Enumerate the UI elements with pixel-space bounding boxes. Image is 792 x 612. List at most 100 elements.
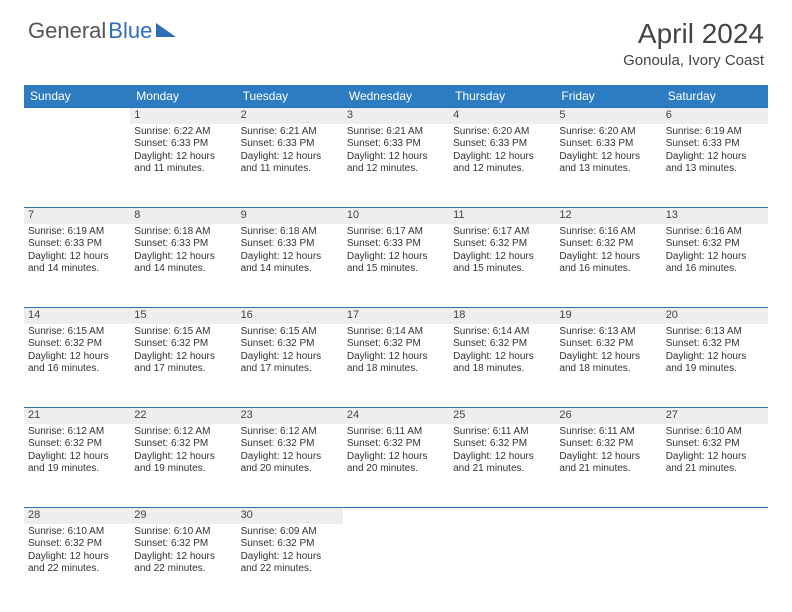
day-number-cell: 12 <box>555 208 661 224</box>
day-sr: Sunrise: 6:18 AM <box>134 226 232 239</box>
day-d2: and 15 minutes. <box>347 263 445 276</box>
day-number-cell: 16 <box>237 308 343 324</box>
day-ss: Sunset: 6:32 PM <box>666 438 764 451</box>
day-content-cell <box>555 524 661 608</box>
day-d1: Daylight: 12 hours <box>241 151 339 164</box>
day-ss: Sunset: 6:32 PM <box>241 338 339 351</box>
content-row: Sunrise: 6:10 AMSunset: 6:32 PMDaylight:… <box>24 524 768 608</box>
logo-text-general: General <box>28 18 106 44</box>
day-ss: Sunset: 6:32 PM <box>134 538 232 551</box>
day-d2: and 22 minutes. <box>134 563 232 576</box>
day-d1: Daylight: 12 hours <box>559 451 657 464</box>
page-subtitle: Gonoula, Ivory Coast <box>623 52 764 69</box>
day-content-cell: Sunrise: 6:21 AMSunset: 6:33 PMDaylight:… <box>343 124 449 208</box>
day-d2: and 13 minutes. <box>559 163 657 176</box>
day-ss: Sunset: 6:32 PM <box>453 438 551 451</box>
day-d2: and 22 minutes. <box>241 563 339 576</box>
day-number-cell: 6 <box>662 108 768 124</box>
day-d2: and 21 minutes. <box>666 463 764 476</box>
day-number-cell: 13 <box>662 208 768 224</box>
day-d2: and 17 minutes. <box>134 363 232 376</box>
day-number-cell: 17 <box>343 308 449 324</box>
day-ss: Sunset: 6:32 PM <box>453 238 551 251</box>
day-ss: Sunset: 6:33 PM <box>347 138 445 151</box>
day-content-cell: Sunrise: 6:12 AMSunset: 6:32 PMDaylight:… <box>237 424 343 508</box>
day-sr: Sunrise: 6:13 AM <box>666 326 764 339</box>
day-content-cell: Sunrise: 6:17 AMSunset: 6:33 PMDaylight:… <box>343 224 449 308</box>
day-ss: Sunset: 6:32 PM <box>666 338 764 351</box>
day-ss: Sunset: 6:33 PM <box>241 238 339 251</box>
day-ss: Sunset: 6:33 PM <box>347 238 445 251</box>
page-header: GeneralBlue April 2024 Gonoula, Ivory Co… <box>0 0 792 79</box>
day-ss: Sunset: 6:32 PM <box>347 338 445 351</box>
day-content-cell: Sunrise: 6:12 AMSunset: 6:32 PMDaylight:… <box>24 424 130 508</box>
day-number-cell: 28 <box>24 508 130 524</box>
daynum-row: 282930 <box>24 508 768 524</box>
day-number-cell <box>24 108 130 124</box>
day-sr: Sunrise: 6:21 AM <box>347 126 445 139</box>
day-ss: Sunset: 6:33 PM <box>28 238 126 251</box>
day-d2: and 22 minutes. <box>28 563 126 576</box>
day-sr: Sunrise: 6:15 AM <box>241 326 339 339</box>
day-sr: Sunrise: 6:17 AM <box>453 226 551 239</box>
day-content-cell: Sunrise: 6:18 AMSunset: 6:33 PMDaylight:… <box>130 224 236 308</box>
day-content-cell <box>449 524 555 608</box>
day-number-cell <box>343 508 449 524</box>
day-d2: and 11 minutes. <box>241 163 339 176</box>
day-d1: Daylight: 12 hours <box>28 351 126 364</box>
day-number-cell: 3 <box>343 108 449 124</box>
day-d2: and 19 minutes. <box>134 463 232 476</box>
day-d1: Daylight: 12 hours <box>347 251 445 264</box>
day-content-cell: Sunrise: 6:20 AMSunset: 6:33 PMDaylight:… <box>449 124 555 208</box>
day-d1: Daylight: 12 hours <box>241 251 339 264</box>
day-d2: and 16 minutes. <box>666 263 764 276</box>
day-sr: Sunrise: 6:17 AM <box>347 226 445 239</box>
content-row: Sunrise: 6:12 AMSunset: 6:32 PMDaylight:… <box>24 424 768 508</box>
day-d1: Daylight: 12 hours <box>559 351 657 364</box>
day-number-cell: 19 <box>555 308 661 324</box>
day-sr: Sunrise: 6:19 AM <box>666 126 764 139</box>
day-ss: Sunset: 6:32 PM <box>559 438 657 451</box>
day-content-cell: Sunrise: 6:21 AMSunset: 6:33 PMDaylight:… <box>237 124 343 208</box>
day-number-cell: 20 <box>662 308 768 324</box>
day-content-cell: Sunrise: 6:11 AMSunset: 6:32 PMDaylight:… <box>343 424 449 508</box>
weekday-header-row: Sunday Monday Tuesday Wednesday Thursday… <box>24 85 768 108</box>
day-sr: Sunrise: 6:11 AM <box>453 426 551 439</box>
day-number-cell: 21 <box>24 408 130 424</box>
day-ss: Sunset: 6:32 PM <box>134 438 232 451</box>
day-d2: and 13 minutes. <box>666 163 764 176</box>
page-title: April 2024 <box>623 18 764 50</box>
day-d2: and 18 minutes. <box>453 363 551 376</box>
day-sr: Sunrise: 6:14 AM <box>347 326 445 339</box>
day-sr: Sunrise: 6:21 AM <box>241 126 339 139</box>
day-ss: Sunset: 6:32 PM <box>28 438 126 451</box>
day-number-cell: 29 <box>130 508 236 524</box>
day-sr: Sunrise: 6:12 AM <box>28 426 126 439</box>
day-d2: and 12 minutes. <box>453 163 551 176</box>
logo: GeneralBlue <box>28 18 176 44</box>
day-d2: and 21 minutes. <box>453 463 551 476</box>
weekday-header: Wednesday <box>343 85 449 108</box>
day-number-cell <box>449 508 555 524</box>
day-d1: Daylight: 12 hours <box>666 151 764 164</box>
day-d2: and 18 minutes. <box>347 363 445 376</box>
day-d1: Daylight: 12 hours <box>347 351 445 364</box>
day-sr: Sunrise: 6:12 AM <box>134 426 232 439</box>
day-content-cell: Sunrise: 6:14 AMSunset: 6:32 PMDaylight:… <box>343 324 449 408</box>
day-d2: and 14 minutes. <box>28 263 126 276</box>
day-d1: Daylight: 12 hours <box>559 251 657 264</box>
day-ss: Sunset: 6:32 PM <box>666 238 764 251</box>
day-d1: Daylight: 12 hours <box>134 351 232 364</box>
day-sr: Sunrise: 6:14 AM <box>453 326 551 339</box>
day-content-cell: Sunrise: 6:22 AMSunset: 6:33 PMDaylight:… <box>130 124 236 208</box>
day-d2: and 14 minutes. <box>241 263 339 276</box>
day-d1: Daylight: 12 hours <box>453 251 551 264</box>
day-sr: Sunrise: 6:15 AM <box>28 326 126 339</box>
day-ss: Sunset: 6:32 PM <box>453 338 551 351</box>
day-d1: Daylight: 12 hours <box>453 351 551 364</box>
day-d1: Daylight: 12 hours <box>453 451 551 464</box>
day-ss: Sunset: 6:33 PM <box>559 138 657 151</box>
weekday-header: Sunday <box>24 85 130 108</box>
day-number-cell: 24 <box>343 408 449 424</box>
day-content-cell: Sunrise: 6:20 AMSunset: 6:33 PMDaylight:… <box>555 124 661 208</box>
